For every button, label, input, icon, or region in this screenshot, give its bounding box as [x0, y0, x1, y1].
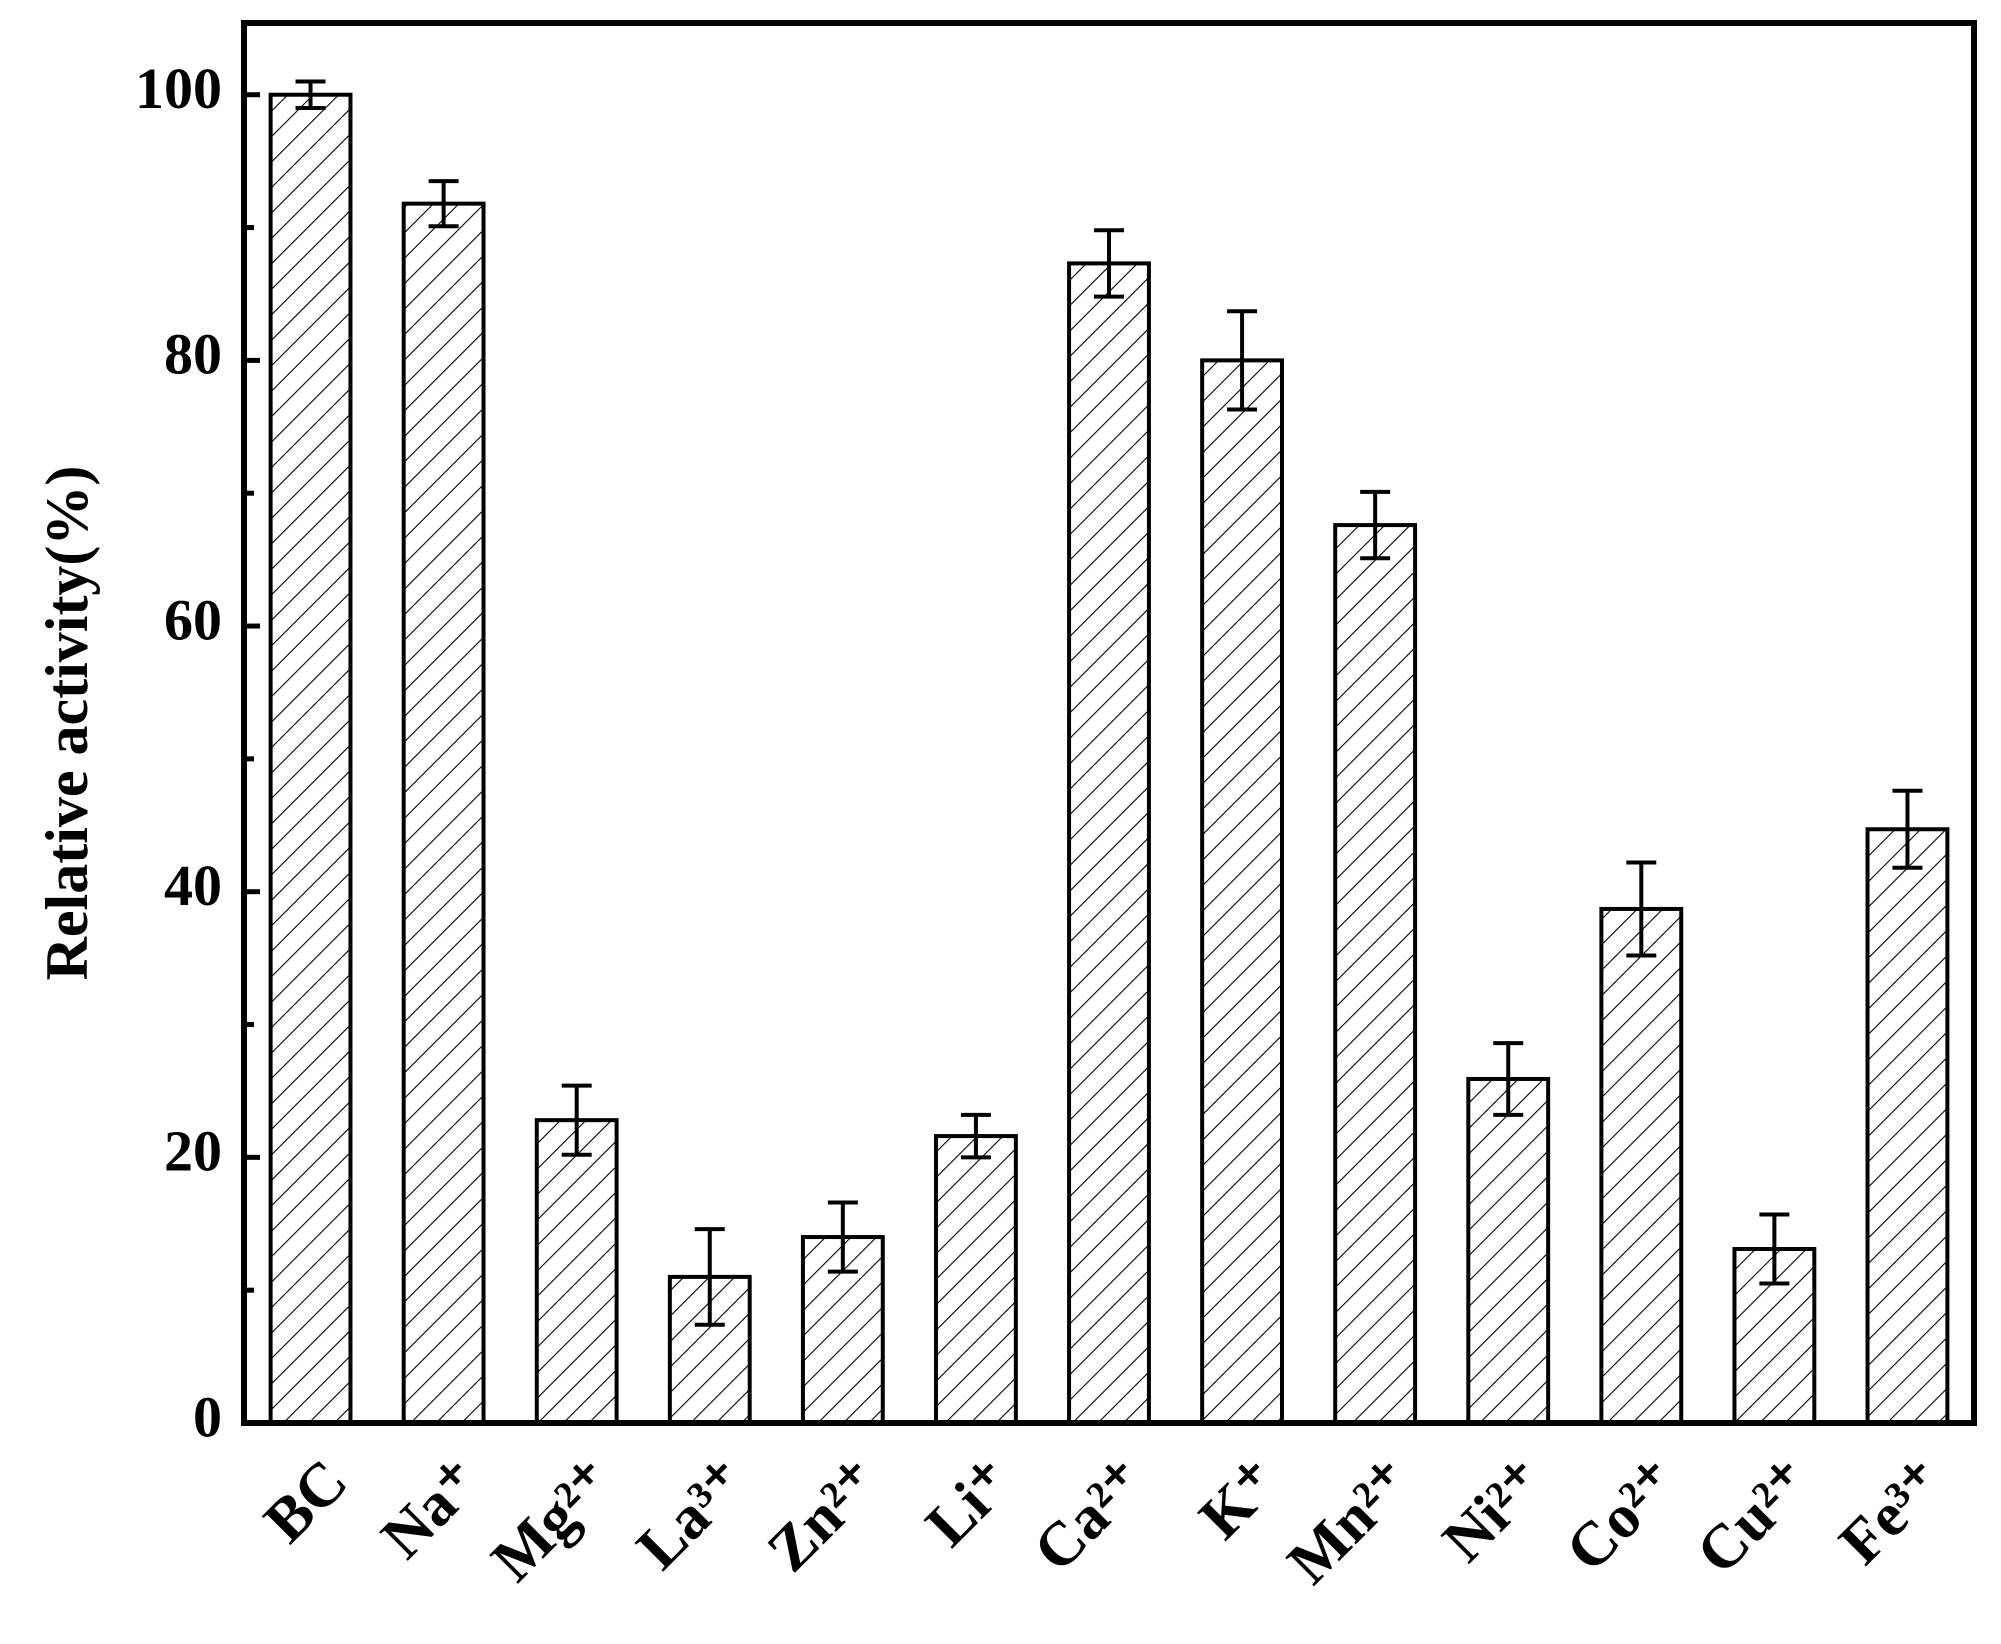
plot-frame — [241, 20, 1977, 1426]
error-bar — [1892, 788, 1923, 870]
x-tick-label: Cu²⁺ — [1684, 1447, 1824, 1587]
bar — [1067, 261, 1151, 1425]
x-tick-label: BC — [251, 1447, 360, 1556]
bar — [1333, 523, 1418, 1425]
error-bar — [694, 1227, 725, 1327]
bar — [401, 201, 486, 1426]
error-bar — [960, 1112, 991, 1160]
error-bar — [561, 1083, 592, 1157]
error-bar — [1360, 489, 1391, 561]
y-tick-label: 20 — [164, 1119, 222, 1184]
error-bar — [1094, 228, 1124, 299]
y-tick-label: 100 — [135, 56, 222, 121]
bar — [534, 1118, 619, 1425]
error-bar — [1759, 1212, 1790, 1286]
error-bar — [1227, 309, 1258, 412]
x-tick-label: Li⁺ — [913, 1447, 1026, 1560]
x-tick-label: Mg²⁺ — [479, 1447, 627, 1595]
error-bar — [1493, 1041, 1524, 1117]
y-tick-label: 60 — [164, 587, 222, 652]
bar — [268, 92, 353, 1425]
y-axis-label: Relative activity(%) — [34, 466, 100, 981]
x-tick-label: K⁺ — [1187, 1447, 1292, 1552]
bar — [1865, 827, 1950, 1425]
error-bar — [295, 79, 326, 111]
bar — [1200, 358, 1284, 1426]
y-tick-label: 0 — [193, 1384, 222, 1449]
bar — [1466, 1076, 1551, 1425]
x-tick-label: Ni²⁺ — [1430, 1447, 1558, 1575]
y-tick-label: 40 — [164, 853, 222, 918]
bar — [1599, 906, 1684, 1425]
x-tick-label: Mn²⁺ — [1275, 1447, 1425, 1597]
x-tick-label: Fe³⁺ — [1827, 1447, 1958, 1578]
bar — [934, 1134, 1018, 1426]
x-tick-label: Co²⁺ — [1553, 1447, 1691, 1585]
error-bar — [827, 1200, 858, 1274]
x-tick-label: La³⁺ — [624, 1447, 760, 1583]
x-tick-label: Ca²⁺ — [1021, 1447, 1159, 1585]
error-bar — [1626, 860, 1657, 958]
x-tick-label: Zn²⁺ — [755, 1447, 893, 1585]
y-tick-label: 80 — [164, 322, 222, 387]
error-bar — [428, 179, 459, 229]
x-tick-label: Na⁺ — [369, 1447, 494, 1572]
